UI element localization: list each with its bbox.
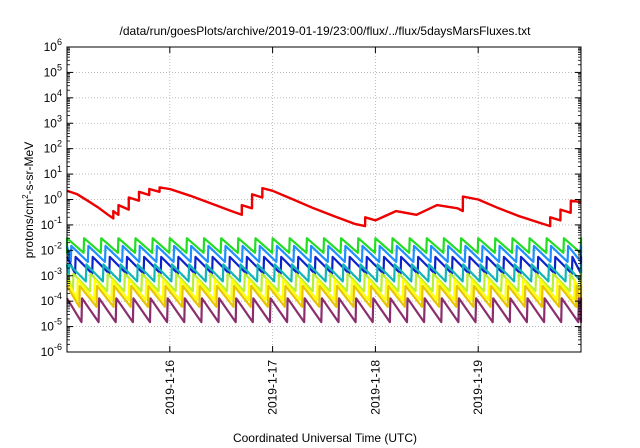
y-tick-label: 10-5 — [41, 317, 62, 334]
x-axis-ticks: 2019-1-16 2019-1-17 2019-1-18 2019-1-19 — [163, 47, 485, 415]
x-tick-label: 2019-1-17 — [266, 360, 280, 415]
series-orange — [66, 284, 583, 308]
y-tick-label-base: 10 — [41, 320, 55, 334]
y-tick-label-base: 10 — [41, 218, 55, 232]
x-tick-label: 2019-1-18 — [368, 360, 382, 415]
y-tick-label-exponent: -1 — [54, 215, 62, 225]
y-axis-label-sup: 2 — [21, 194, 30, 199]
y-tick-label: 10-1 — [41, 215, 62, 232]
y-tick-label-exponent: 3 — [57, 113, 62, 123]
grid-lines — [67, 47, 581, 352]
x-tick-label: 2019-1-19 — [471, 360, 485, 415]
y-axis-label-post: -s-sr-MeV — [22, 142, 36, 195]
x-axis-label: Coordinated Universal Time (UTC) — [233, 431, 417, 445]
y-tick-label-base: 10 — [44, 167, 58, 181]
chart-title: /data/run/goesPlots/archive/2019-01-19/2… — [120, 24, 532, 38]
y-tick-label-exponent: -6 — [54, 342, 62, 352]
y-tick-label: 101 — [44, 164, 62, 181]
y-tick-label-exponent: -5 — [54, 317, 62, 327]
y-tick-label-base: 10 — [44, 65, 58, 79]
y-tick-label: 10-4 — [41, 291, 62, 308]
x-tick-label: 2019-1-16 — [163, 360, 177, 415]
y-tick-label-base: 10 — [44, 40, 58, 54]
y-tick-label: 10-3 — [41, 266, 62, 283]
y-tick-label-base: 10 — [41, 269, 55, 283]
y-tick-label-exponent: 4 — [57, 88, 62, 98]
y-tick-label: 105 — [44, 62, 62, 79]
y-tick-label-base: 10 — [44, 91, 58, 105]
series-purple — [66, 297, 583, 324]
series-azure — [65, 244, 583, 263]
series-green — [65, 237, 583, 254]
y-tick-label: 103 — [44, 113, 62, 130]
y-tick-label-base: 10 — [41, 294, 55, 308]
y-tick-label-exponent: -4 — [54, 291, 62, 301]
y-tick-label-exponent: 1 — [57, 164, 62, 174]
y-axis-label: protons/cm2-s-sr-MeV — [21, 142, 36, 258]
y-tick-label: 104 — [44, 88, 62, 105]
y-tick-label-exponent: 0 — [57, 190, 62, 200]
y-tick-label-exponent: 5 — [57, 62, 62, 72]
y-tick-label: 100 — [44, 190, 62, 207]
series-blue — [66, 255, 583, 275]
y-tick-label-exponent: -2 — [54, 240, 62, 250]
series-yellowgreen — [65, 272, 583, 293]
series-yellow — [66, 278, 583, 302]
plot-frame — [66, 46, 582, 353]
y-tick-label-exponent: 6 — [57, 37, 62, 47]
series-red — [66, 186, 582, 228]
y-tick-label: 10-6 — [41, 342, 62, 359]
y-tick-label-base: 10 — [44, 142, 58, 156]
series-teal — [65, 263, 583, 283]
y-tick-label: 10-2 — [41, 240, 62, 257]
y-tick-label-exponent: -3 — [54, 266, 62, 276]
y-tick-label: 106 — [44, 37, 62, 54]
y-axis-ticks: 10610510410310210110010-110-210-310-410-… — [41, 37, 581, 359]
y-tick-label-exponent: 2 — [57, 139, 62, 149]
y-tick-label-base: 10 — [41, 243, 55, 257]
series-lines — [66, 186, 582, 228]
y-tick-label-base: 10 — [41, 345, 55, 359]
sawtooth-series-group — [65, 237, 583, 324]
y-tick-label-base: 10 — [44, 193, 58, 207]
y-axis-label-pre: protons/cm — [22, 199, 36, 258]
y-tick-label: 102 — [44, 139, 62, 156]
y-tick-label-base: 10 — [44, 116, 58, 130]
